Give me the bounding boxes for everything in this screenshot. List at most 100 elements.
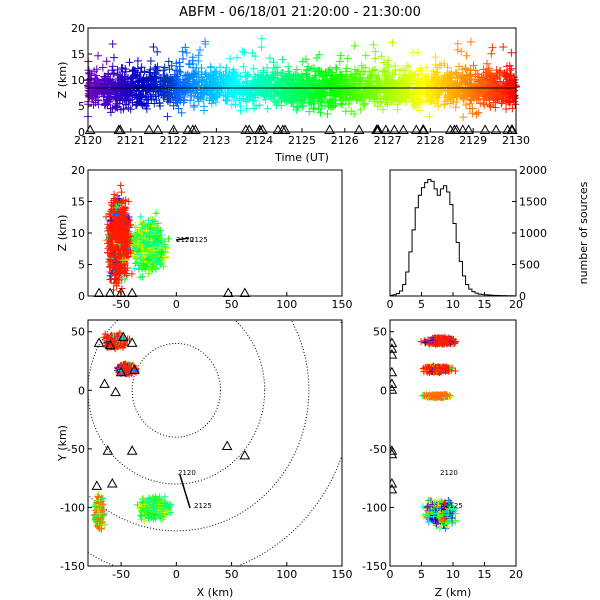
xz-track bbox=[175, 237, 190, 241]
source-point bbox=[121, 209, 129, 217]
source-point bbox=[243, 71, 252, 80]
source-point bbox=[409, 85, 418, 94]
source-point bbox=[121, 269, 129, 277]
source-point bbox=[118, 188, 126, 196]
source-point bbox=[336, 99, 345, 108]
source-point bbox=[370, 65, 379, 74]
source-point bbox=[166, 98, 175, 107]
source-point bbox=[145, 270, 153, 278]
source-point bbox=[381, 85, 390, 94]
source-point bbox=[183, 71, 192, 80]
source-point bbox=[109, 69, 118, 78]
source-point bbox=[468, 104, 477, 113]
source-point bbox=[482, 92, 491, 101]
source-point bbox=[114, 263, 122, 271]
time-height-x-ticks: 2120 2121 2122 2123 2124 2125 2126 2127 2128 2129… bbox=[74, 128, 530, 147]
source-point bbox=[384, 63, 393, 72]
source-point bbox=[232, 76, 241, 85]
height-tick-label: 0 bbox=[387, 298, 394, 311]
z-tick-label: 15 bbox=[71, 48, 85, 61]
source-point bbox=[109, 244, 117, 252]
source-point bbox=[255, 101, 264, 110]
source-point bbox=[336, 72, 345, 81]
source-point bbox=[138, 77, 147, 86]
station-triangle bbox=[324, 124, 335, 134]
figure-title: ABFM - 06/18/01 21:20:00 - 21:30:00 bbox=[179, 5, 421, 20]
source-point bbox=[236, 101, 245, 110]
source-point bbox=[112, 271, 120, 279]
source-point bbox=[278, 55, 287, 64]
source-point bbox=[359, 100, 368, 109]
source-point bbox=[404, 63, 413, 72]
source-point bbox=[107, 239, 115, 247]
z-tick-label: 10 bbox=[71, 227, 85, 240]
source-point bbox=[429, 67, 438, 76]
station-triangle bbox=[277, 124, 289, 134]
source-point bbox=[115, 83, 124, 92]
source-point bbox=[431, 53, 440, 62]
source-point bbox=[284, 62, 293, 71]
source-point bbox=[152, 209, 160, 217]
source-point bbox=[493, 78, 502, 87]
source-point bbox=[451, 79, 460, 88]
source-point bbox=[182, 85, 191, 94]
source-point bbox=[126, 221, 134, 229]
source-point bbox=[107, 275, 115, 283]
source-point bbox=[177, 108, 186, 117]
source-point bbox=[390, 70, 399, 79]
station-triangle bbox=[417, 124, 429, 134]
source-point bbox=[302, 55, 311, 64]
source-point bbox=[152, 515, 160, 523]
source-point bbox=[230, 85, 239, 94]
source-point bbox=[488, 43, 497, 52]
source-point bbox=[496, 77, 505, 86]
source-point bbox=[222, 92, 231, 101]
source-point bbox=[391, 90, 400, 99]
source-point bbox=[228, 90, 237, 99]
source-point bbox=[154, 225, 162, 233]
x-tick-label: 50 bbox=[225, 298, 239, 311]
source-point bbox=[120, 275, 128, 283]
station-triangle bbox=[168, 124, 179, 134]
source-point bbox=[138, 92, 147, 101]
source-point bbox=[483, 68, 492, 77]
source-point bbox=[434, 102, 443, 111]
source-point bbox=[106, 108, 115, 117]
source-point bbox=[161, 78, 170, 87]
source-point bbox=[101, 82, 110, 91]
source-point bbox=[122, 91, 131, 100]
source-point bbox=[453, 39, 462, 48]
source-point bbox=[417, 97, 426, 106]
source-point bbox=[140, 67, 149, 76]
source-point bbox=[371, 47, 380, 56]
source-point bbox=[257, 43, 266, 52]
source-point bbox=[229, 90, 238, 99]
source-point bbox=[122, 232, 130, 240]
source-point bbox=[160, 91, 169, 100]
source-point bbox=[338, 100, 347, 109]
source-point bbox=[276, 78, 285, 87]
source-point bbox=[189, 102, 198, 111]
source-point bbox=[140, 262, 148, 270]
source-point bbox=[130, 265, 138, 273]
source-point bbox=[160, 499, 168, 507]
plan-sources bbox=[90, 329, 175, 533]
source-point bbox=[323, 80, 332, 89]
source-point bbox=[115, 246, 123, 254]
station-triangle bbox=[239, 287, 251, 297]
source-point bbox=[469, 61, 478, 70]
source-point bbox=[443, 91, 452, 100]
source-point bbox=[346, 83, 355, 92]
source-point bbox=[113, 103, 122, 112]
source-point bbox=[179, 54, 188, 63]
source-point bbox=[140, 504, 148, 512]
range-ring bbox=[88, 320, 342, 566]
z-tick-label: 5 bbox=[78, 100, 85, 113]
station-triangle bbox=[479, 124, 491, 134]
source-point bbox=[137, 511, 145, 519]
source-point bbox=[157, 248, 165, 256]
source-point bbox=[459, 113, 468, 122]
source-point bbox=[342, 88, 351, 97]
source-point bbox=[503, 71, 512, 80]
source-point bbox=[172, 74, 181, 83]
